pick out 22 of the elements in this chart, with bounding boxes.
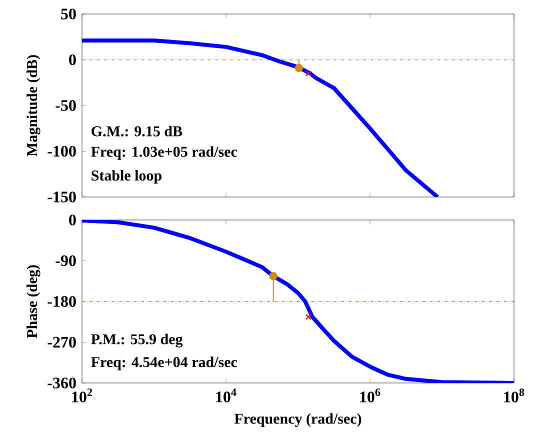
y-tick-label: 0: [69, 214, 76, 226]
y-tick-label: 50: [61, 8, 76, 20]
y-tick-label: -270: [48, 336, 76, 348]
x-axis-title: Frequency (rad/sec): [234, 413, 362, 427]
y-tick-label: -90: [56, 255, 76, 266]
y-tick-label: -180: [48, 296, 76, 307]
y-tick-label: -360: [48, 378, 76, 388]
y-tick-label: -50: [56, 100, 76, 111]
y-tick-label: -150: [48, 192, 76, 202]
annotation: P.M.: 55.9 deg: [91, 334, 183, 348]
annotation: G.M.: 9.15 dB: [92, 126, 182, 136]
x-tick-label: 10$^{4}$: [216, 388, 236, 402]
annotation: Freq: 4.54e+04 rad/sec: [91, 356, 238, 370]
annotation: Stable loop: [92, 170, 162, 184]
y-tick-label: -100: [48, 146, 76, 157]
y-tick-label: 0: [69, 54, 76, 66]
x-tick-label: 10$^{8}$: [504, 388, 524, 402]
y-axis-title: Phase (deg): [26, 265, 40, 338]
y-axis-title: Magnitude (dB): [26, 55, 40, 156]
x-tick-label: 10$^{6}$: [360, 388, 380, 402]
annotation: Freq: 1.03e+05 rad/sec: [91, 146, 238, 160]
x-tick-label: 10$^{2}$: [72, 388, 92, 402]
